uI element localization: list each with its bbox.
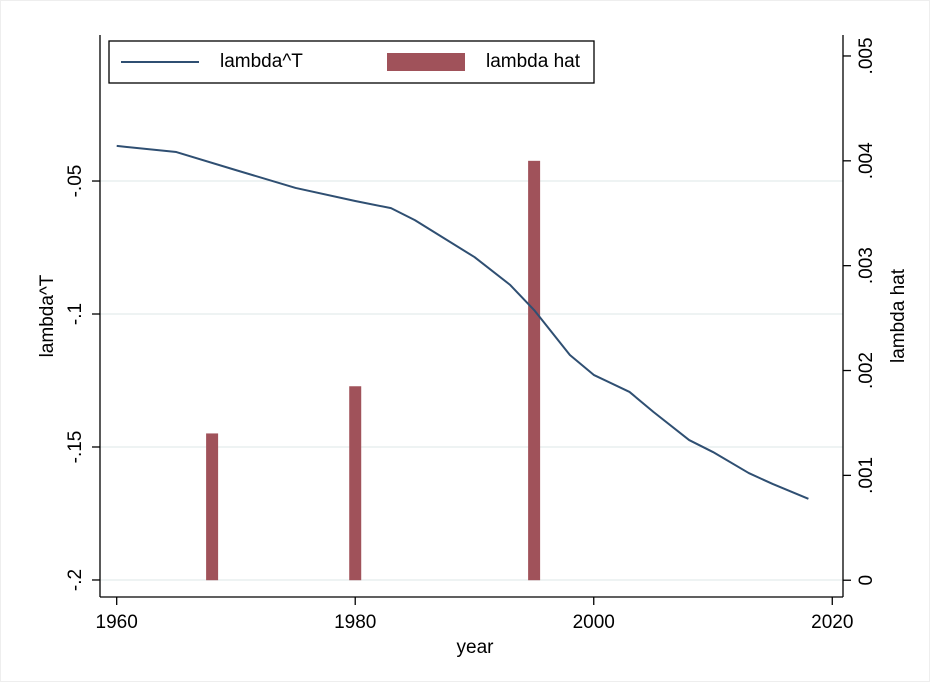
y-axis-title: lambda^T — [37, 274, 58, 357]
y-tick-label: -.1 — [65, 303, 86, 325]
y-tick-label: -.2 — [65, 569, 86, 591]
bar — [206, 433, 219, 581]
legend-swatch — [387, 53, 465, 71]
x-tick-label: 2000 — [573, 612, 615, 633]
legend-label: lambda^T — [220, 51, 303, 72]
line — [116, 144, 809, 500]
y2-tick-label: .003 — [856, 247, 877, 284]
x-tick-label: 2020 — [811, 612, 853, 633]
legend-label: lambda hat — [486, 51, 581, 72]
x-tick-label: 1980 — [334, 612, 376, 633]
y2-tick-label: .004 — [856, 142, 877, 179]
x-axis-title: year — [457, 637, 495, 658]
y2-tick-label: .005 — [856, 37, 877, 74]
y2-tick-label: 0 — [856, 575, 877, 586]
bar — [349, 386, 362, 581]
bar — [528, 160, 541, 581]
y2-tick-label: .002 — [856, 352, 877, 389]
y-tick-label: -.15 — [65, 431, 86, 464]
y2-tick-label: .001 — [856, 457, 877, 494]
y-tick-label: -.05 — [65, 165, 86, 198]
y2-axis-title: lambda hat — [888, 268, 909, 363]
x-tick-label: 1960 — [96, 612, 138, 633]
